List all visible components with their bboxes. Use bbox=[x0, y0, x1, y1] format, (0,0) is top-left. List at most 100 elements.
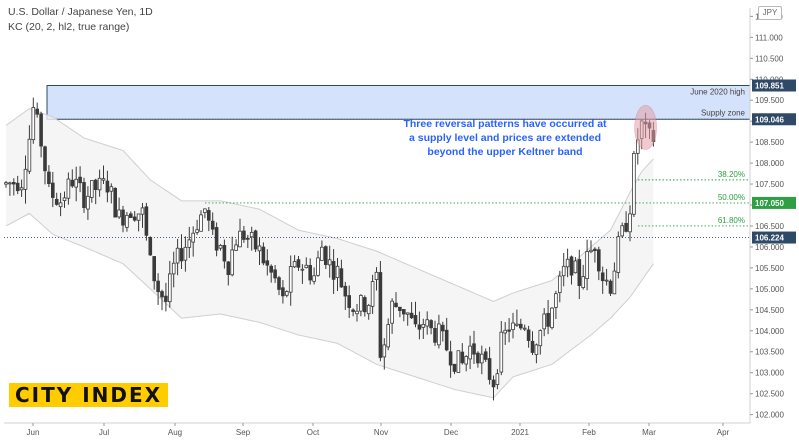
candle-body bbox=[366, 304, 371, 315]
candle-body bbox=[265, 260, 270, 266]
candle-body bbox=[167, 273, 172, 303]
candle-body bbox=[58, 202, 63, 208]
candle-body bbox=[74, 178, 79, 188]
june-2020-high-label: June 2020 high bbox=[690, 88, 745, 97]
candle-body bbox=[175, 247, 180, 264]
candle-body bbox=[401, 309, 406, 315]
candle-body bbox=[171, 262, 176, 275]
candle-body bbox=[261, 246, 266, 264]
candle-body bbox=[546, 312, 550, 327]
y-tick-label: 105.500 bbox=[755, 264, 784, 273]
currency-badge[interactable]: JPY bbox=[758, 6, 782, 20]
y-tick-label: 106.500 bbox=[755, 222, 784, 231]
y-tick-label: 105.000 bbox=[755, 285, 784, 294]
candle-body bbox=[11, 182, 16, 185]
candle-body bbox=[206, 210, 211, 221]
fibonacci-levels: 38.20% 50.00% 61.80% bbox=[4, 170, 750, 238]
candle-body bbox=[183, 246, 188, 261]
candle-body bbox=[323, 246, 328, 265]
candle-body bbox=[51, 182, 55, 198]
annotation-line-2: beyond the upper Keltner band bbox=[427, 146, 582, 158]
candle-body bbox=[23, 168, 28, 190]
candle-body bbox=[526, 329, 531, 341]
candle-body bbox=[507, 329, 511, 332]
candle-body bbox=[62, 197, 67, 201]
candle-body bbox=[444, 329, 449, 351]
candle-body bbox=[487, 358, 492, 380]
candle-body bbox=[249, 232, 254, 238]
candle-body bbox=[593, 248, 597, 251]
time-axis: Jun Jul Aug Sep Oct Nov Dec 2021 Feb Mar Apr bbox=[4, 422, 750, 437]
candle-body bbox=[320, 246, 324, 261]
candle-body bbox=[191, 232, 196, 243]
candle-body bbox=[218, 244, 223, 249]
candle-body bbox=[456, 350, 461, 373]
candle-body bbox=[511, 322, 515, 331]
candle-body bbox=[558, 275, 562, 293]
candle-body bbox=[628, 213, 632, 233]
price-label-2: 107.050 bbox=[755, 199, 784, 208]
indicator-legend[interactable]: KC (20, 2, hl2, true range) bbox=[8, 21, 130, 33]
candle-body bbox=[339, 268, 344, 288]
y-tick-label: 102.500 bbox=[755, 390, 784, 399]
candle-body bbox=[195, 229, 199, 233]
candle-body bbox=[581, 276, 585, 288]
y-tick-label: 104.500 bbox=[755, 306, 784, 315]
candle-body bbox=[347, 295, 351, 308]
x-tick-label: Aug bbox=[168, 428, 182, 437]
candle-body bbox=[238, 230, 242, 248]
candle-body bbox=[468, 345, 472, 360]
supply-zone-label: Supply zone bbox=[701, 108, 746, 117]
price-label-0: 109.851 bbox=[755, 82, 784, 91]
candle-body bbox=[378, 272, 383, 358]
candle-body bbox=[542, 313, 546, 330]
candle-body bbox=[277, 277, 281, 290]
city-index-logo: CITY INDEX bbox=[9, 383, 169, 407]
y-tick-label: 109.500 bbox=[755, 96, 784, 105]
x-tick-label: Apr bbox=[717, 428, 730, 437]
candle-body bbox=[612, 270, 617, 295]
candle-body bbox=[203, 208, 207, 213]
candle-body bbox=[429, 320, 433, 329]
candle-body bbox=[433, 327, 437, 343]
candle-body bbox=[4, 182, 8, 185]
candle-body bbox=[257, 245, 262, 252]
x-tick-label: Jun bbox=[27, 428, 40, 437]
candle-body bbox=[604, 279, 609, 282]
price-label-box-0 bbox=[752, 79, 796, 92]
candle-body bbox=[530, 340, 535, 353]
candle-body bbox=[222, 245, 227, 262]
x-tick-label: Dec bbox=[444, 428, 458, 437]
candle-body bbox=[499, 331, 504, 373]
candle-body bbox=[620, 225, 624, 237]
y-tick-label: 106.000 bbox=[755, 243, 784, 252]
candle-body bbox=[585, 251, 589, 279]
fib-label-0: 38.20% bbox=[718, 170, 745, 179]
candle-body bbox=[561, 265, 566, 277]
candle-body bbox=[82, 182, 86, 209]
candle-body bbox=[464, 356, 468, 365]
candle-body bbox=[589, 249, 593, 253]
supply-zone: June 2020 high Supply zone bbox=[46, 85, 751, 120]
candle-body bbox=[624, 222, 628, 232]
candle-body bbox=[54, 198, 59, 205]
candle-body bbox=[296, 259, 301, 268]
candle-body bbox=[519, 323, 523, 329]
x-tick-label: Nov bbox=[374, 428, 388, 437]
candle-body bbox=[425, 319, 429, 327]
candle-body bbox=[164, 295, 168, 302]
y-tick-label: 104.000 bbox=[755, 327, 784, 336]
x-tick-label: 2021 bbox=[511, 428, 529, 437]
candle-body bbox=[382, 344, 387, 358]
candle-body bbox=[569, 256, 574, 276]
candle-body bbox=[136, 213, 141, 221]
x-tick-label: Feb bbox=[582, 428, 596, 437]
candle-body bbox=[355, 310, 359, 315]
candle-body bbox=[113, 187, 118, 218]
candle-body bbox=[148, 237, 153, 256]
candle-body bbox=[230, 249, 235, 276]
price-label-3: 106.224 bbox=[755, 234, 784, 243]
candle-body bbox=[179, 248, 184, 262]
y-tick-label: 103.000 bbox=[755, 369, 784, 378]
